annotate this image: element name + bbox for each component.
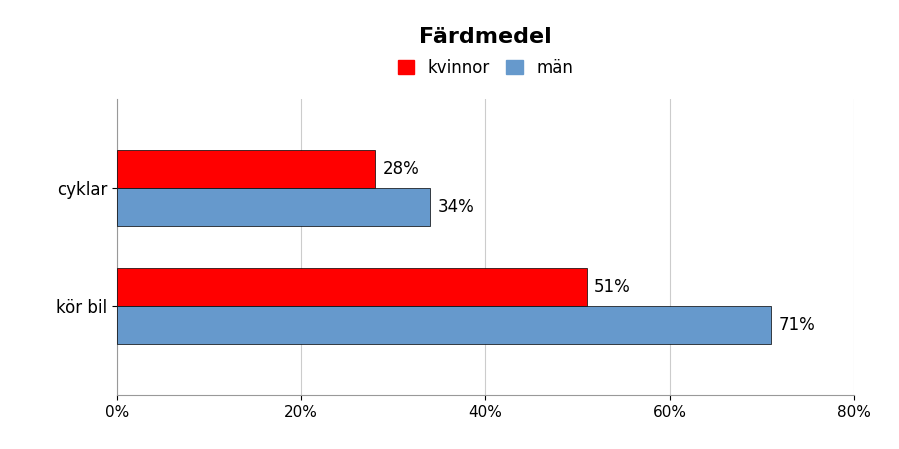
Text: 71%: 71%	[779, 316, 815, 334]
Bar	[117, 269, 587, 306]
Bar	[117, 188, 431, 225]
Bar	[117, 306, 771, 344]
Text: 28%: 28%	[382, 160, 419, 178]
Title: Färdmedel: Färdmedel	[419, 27, 552, 47]
Bar	[117, 150, 375, 188]
Legend: kvinnor, män: kvinnor, män	[393, 54, 578, 82]
Text: 34%: 34%	[438, 198, 475, 216]
Text: 51%: 51%	[594, 278, 631, 296]
